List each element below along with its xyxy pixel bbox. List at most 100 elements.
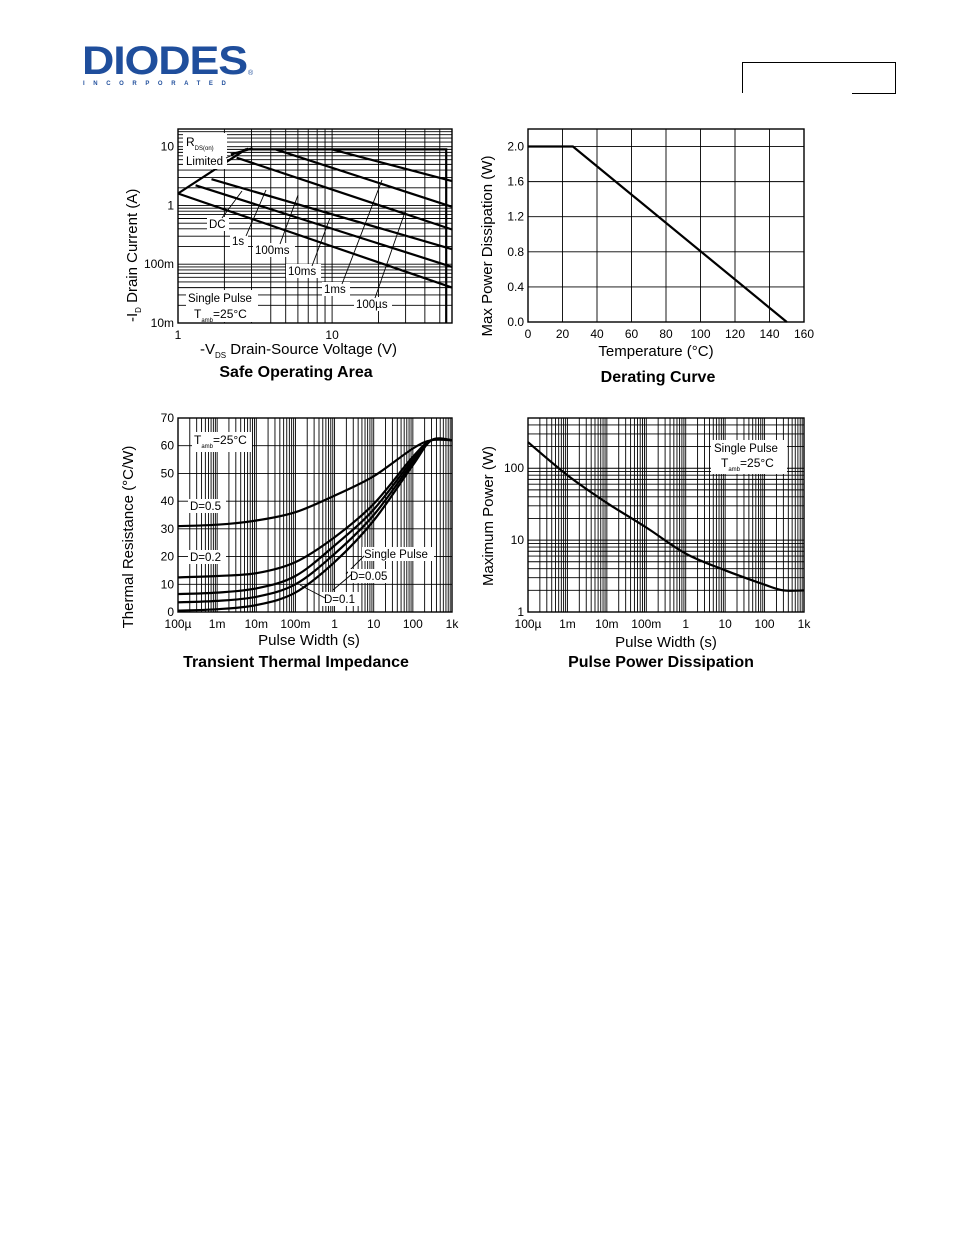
tamb-label: Tamb=25°C <box>194 433 247 450</box>
rds-label: RDS(on) <box>186 135 214 152</box>
x-tick-label: 1 <box>175 328 182 342</box>
x-axis-label: -VDS Drain-Source Voltage (V) <box>200 341 397 360</box>
y-axis-label: Thermal Resistance (°C/W) <box>120 446 137 629</box>
label-100ms: 100ms <box>255 245 290 257</box>
y-tick-label: 0 <box>167 605 174 619</box>
x-tick-label: 10 <box>718 617 732 631</box>
leader-1s <box>245 189 267 237</box>
label-10ms: 10ms <box>288 266 316 278</box>
leader-10ms <box>311 217 331 267</box>
leader-d01 <box>299 584 326 599</box>
logo-word: DIODES <box>82 39 248 83</box>
rds-label-bg <box>183 133 227 169</box>
x-tick-label: 100 <box>690 327 710 341</box>
y-tick-label: 10 <box>511 533 525 547</box>
x-tick-label: 1k <box>798 617 812 631</box>
y-tick-label: 1.2 <box>507 210 524 224</box>
thermal-curve-SinglePulse <box>177 437 453 612</box>
x-axis-label: Temperature (°C) <box>598 343 713 360</box>
x-tick-label: 1 <box>331 617 338 631</box>
x-tick-label: 1 <box>682 617 689 631</box>
diodes-logo: DIODES INCORPORATED ® <box>82 41 254 90</box>
y-tick-label: 70 <box>161 411 175 425</box>
label-d05-bg <box>188 499 226 513</box>
plot-frame <box>527 128 805 323</box>
label-100ms-bg <box>253 243 295 257</box>
y-tick-label: 50 <box>161 466 175 480</box>
condition-bg <box>711 440 787 474</box>
y-axis-label: Max Power Dissipation (W) <box>479 156 496 337</box>
dc-label-bg <box>207 217 229 231</box>
x-tick-label: 10m <box>245 617 268 631</box>
label-100us: 100µs <box>356 299 388 311</box>
x-tick-label: 1m <box>559 617 576 631</box>
y-axis-label: Maximum Power (W) <box>480 446 497 586</box>
y-axis-label: -ID Drain Current (A) <box>124 189 143 322</box>
x-tick-label: 120 <box>725 327 745 341</box>
y-tick-label: 20 <box>161 550 175 564</box>
derating-line <box>528 145 788 323</box>
y-tick-label: 60 <box>161 439 175 453</box>
limited-label: Limited <box>186 156 223 168</box>
y-tick-label: 2.0 <box>507 140 524 154</box>
y-tick-label: 10 <box>161 140 175 154</box>
plot-frame <box>527 417 805 613</box>
dc-label: DC <box>209 219 226 231</box>
x-tick-label: 100 <box>755 617 775 631</box>
soa-line-10ms <box>236 156 453 231</box>
label-d005: D=0.05 <box>350 571 387 583</box>
leader-1ms <box>341 179 383 285</box>
x-tick-label: 60 <box>625 327 639 341</box>
pulse-power-curve <box>527 441 805 592</box>
y-tick-label: 1 <box>517 605 524 619</box>
plot-frame <box>177 417 453 613</box>
label-d02-bg <box>188 550 226 564</box>
x-tick-label: 1k <box>446 617 460 631</box>
soa-condition-bg <box>186 290 258 322</box>
x-tick-label: 160 <box>794 327 814 341</box>
thermal-curve-D05 <box>177 438 453 528</box>
logo-registered-mark: ® <box>248 70 254 77</box>
y-tick-label: 10 <box>161 577 175 591</box>
x-tick-label: 100µ <box>515 617 542 631</box>
y-tick-label: 1.6 <box>507 175 524 189</box>
logo-subtitle: INCORPORATED <box>83 81 235 87</box>
leader-100us <box>374 211 406 299</box>
part-number-box-underline <box>852 93 896 94</box>
tamb-bg <box>192 432 252 452</box>
soa-line-1s <box>195 184 453 268</box>
chart-title: Pulse Power Dissipation <box>568 654 754 671</box>
x-tick-label: 100m <box>280 617 310 631</box>
pulse-power-chart: 1 10 100 100µ 1m 10m 100m 1 10 100 1k Single PulseT… <box>480 417 812 671</box>
y-tick-label: 1 <box>167 198 174 212</box>
x-axis-label: Pulse Width (s) <box>258 632 360 649</box>
label-d005-bg <box>348 569 392 583</box>
chart-title: Transient Thermal Impedance <box>183 654 409 671</box>
soa-line-1ms <box>275 148 453 208</box>
y-tick-label: 0.4 <box>507 280 524 294</box>
y-tick-label: 0.0 <box>507 315 524 329</box>
single-pulse-label: Single Pulse <box>714 443 778 455</box>
x-tick-label: 1m <box>209 617 226 631</box>
leader-dc <box>221 190 243 219</box>
single-pulse-label: Single Pulse <box>188 293 252 305</box>
label-single-pulse: Single Pulse <box>364 549 428 561</box>
soa-line-100ms <box>211 178 453 251</box>
label-d02: D=0.2 <box>190 552 221 564</box>
label-10ms-bg <box>286 264 321 278</box>
y-tick-label: 40 <box>161 494 175 508</box>
x-tick-label: 0 <box>525 327 532 341</box>
leader-rds <box>225 147 249 159</box>
label-1s: 1s <box>232 236 244 248</box>
x-tick-label: 10 <box>367 617 381 631</box>
leader-100ms <box>279 194 299 245</box>
x-axis-label: Pulse Width (s) <box>615 634 717 651</box>
x-tick-label: 140 <box>759 327 779 341</box>
derating-chart: 0.0 0.4 0.8 1.2 1.6 2.0 0 20 40 60 80 100 120 140 160 T… <box>479 128 814 386</box>
label-single-pulse-bg <box>362 547 434 561</box>
y-tick-label: 30 <box>161 522 175 536</box>
x-tick-label: 100µ <box>165 617 192 631</box>
plot-frame <box>177 128 453 324</box>
